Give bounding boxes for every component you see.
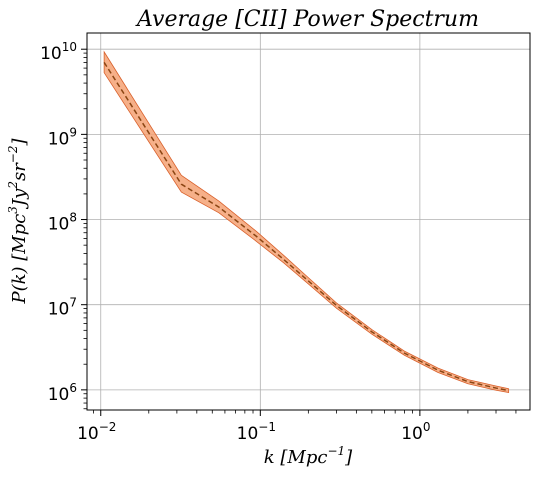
- uncertainty-band: [104, 52, 509, 393]
- y-axis-label: P(k) [Mpc3Jy2sr−2]: [6, 137, 30, 304]
- x-axis-label: k [Mpc−1]: [264, 444, 353, 468]
- x-tick-label: 10−2: [77, 420, 116, 444]
- mean-power-line: [104, 62, 509, 390]
- y-tick-label: 107: [48, 296, 77, 320]
- x-tick-label: 100: [401, 420, 430, 444]
- y-axis-ticks: 106 107 108 109 1010: [40, 40, 87, 405]
- plot-frame: [87, 33, 530, 410]
- y-tick-label: 109: [48, 125, 77, 149]
- chart-title: Average [CII] Power Spectrum: [135, 7, 479, 32]
- y-tick-label: 106: [48, 381, 77, 405]
- x-axis-ticks: 10−2 10−1 100: [77, 410, 430, 444]
- grid-lines: [87, 33, 530, 410]
- minor-ticks: [84, 53, 516, 413]
- y-tick-label: 1010: [40, 40, 77, 64]
- series-layer: [104, 52, 509, 393]
- x-tick-label: 10−1: [237, 420, 276, 444]
- y-tick-label: 108: [48, 211, 77, 235]
